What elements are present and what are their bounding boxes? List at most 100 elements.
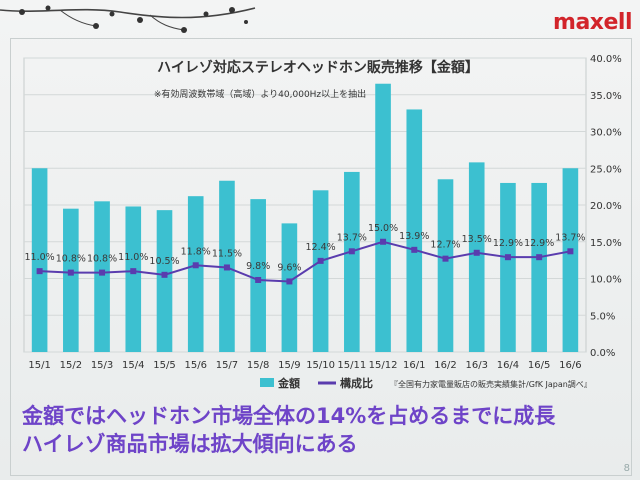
line-data-label: 12.4% xyxy=(306,242,336,253)
maxell-logo: maxell xyxy=(553,10,632,35)
bar xyxy=(63,208,79,352)
line-data-label: 13.9% xyxy=(399,231,429,242)
x-tick-label: 15/7 xyxy=(216,360,238,371)
line-data-label: 12.7% xyxy=(430,240,460,251)
x-tick-label: 15/11 xyxy=(337,360,366,371)
line-data-label: 10.8% xyxy=(87,254,117,265)
y2-tick-label: 30.0% xyxy=(590,128,622,139)
x-tick-label: 15/10 xyxy=(306,360,335,371)
line-point xyxy=(223,264,230,271)
line-point xyxy=(67,269,74,276)
x-tick-label: 15/3 xyxy=(91,360,113,371)
bar xyxy=(250,199,266,352)
x-tick-label: 16/2 xyxy=(434,360,456,371)
line-data-label: 11.8% xyxy=(181,246,211,257)
x-tick-label: 16/6 xyxy=(559,360,581,371)
line-data-label: 9.8% xyxy=(246,261,270,272)
legend-line-label: 構成比 xyxy=(340,376,373,390)
bar xyxy=(312,190,329,352)
bar xyxy=(31,168,48,352)
line-point xyxy=(536,254,543,261)
x-tick-label: 15/5 xyxy=(153,360,175,371)
line-data-label: 11.5% xyxy=(212,248,242,259)
line-point xyxy=(504,254,511,261)
bar xyxy=(531,182,547,352)
x-tick-label: 15/9 xyxy=(278,360,300,371)
legend: 金額 構成比 xyxy=(260,376,373,390)
y2-tick-label: 25.0% xyxy=(590,164,622,175)
caption-line-2: ハイレゾ商品市場は拡大傾向にある xyxy=(22,432,358,456)
line-point xyxy=(317,257,324,264)
bar xyxy=(437,179,454,352)
bar xyxy=(468,162,485,352)
x-tick-label: 15/2 xyxy=(60,360,82,371)
page-number: 8 xyxy=(623,463,630,474)
bar-series xyxy=(31,83,579,352)
y2-tick-label: 40.0% xyxy=(590,54,622,65)
x-tick-label: 15/8 xyxy=(247,360,269,371)
bar xyxy=(500,182,516,352)
legend-bar-label: 金額 xyxy=(277,376,300,390)
y2-tick-label: 35.0% xyxy=(590,91,622,102)
y2-tick-label: 20.0% xyxy=(590,201,622,212)
line-point xyxy=(255,276,262,283)
line-point xyxy=(130,268,137,275)
y2-tick-label: 15.0% xyxy=(590,238,622,249)
x-tick-label: 15/6 xyxy=(184,360,206,371)
source-note: 『全国有力家電量販店の販売実績集計/GfK Japan調べ』 xyxy=(390,379,592,389)
x-tick-label: 15/4 xyxy=(122,360,144,371)
line-point xyxy=(473,249,480,256)
bar xyxy=(94,201,110,352)
line-point xyxy=(36,268,43,275)
line-data-label: 11.0% xyxy=(25,252,55,263)
line-point xyxy=(380,238,387,245)
grid-lines xyxy=(23,57,587,353)
bar xyxy=(125,206,142,352)
line-point xyxy=(442,255,449,262)
x-tick-label: 15/1 xyxy=(28,360,50,371)
chart-title: ハイレゾ対応ステレオヘッドホン販売推移【金額】 xyxy=(157,59,479,76)
line-data-label: 10.5% xyxy=(149,256,179,267)
bar xyxy=(187,196,204,352)
bar xyxy=(562,168,579,352)
line-series xyxy=(36,238,574,285)
x-tick-label: 16/4 xyxy=(497,360,519,371)
legend-bar-swatch xyxy=(260,378,274,387)
y2-tick-label: 5.0% xyxy=(590,311,615,322)
bar xyxy=(344,171,360,352)
line-data-label: 13.7% xyxy=(337,232,367,243)
line-data-label: 13.7% xyxy=(555,232,585,243)
x-tick-label: 16/5 xyxy=(528,360,550,371)
tree-branch-decoration xyxy=(0,5,256,33)
x-tick-label: 16/3 xyxy=(465,360,487,371)
line-data-label: 10.8% xyxy=(56,254,86,265)
chart-subtitle: ※有効周波数帯域（高域）より40,000Hz以上を抽出 xyxy=(154,88,366,100)
line-data-label: 12.9% xyxy=(524,238,554,249)
axes: 0.0% 5.0% 10.0% 15.0% 20.0% 25.0% 30.0% 35.0% 40… xyxy=(28,54,621,371)
line-data-label: 13.5% xyxy=(462,234,492,245)
y2-tick-label: 10.0% xyxy=(590,275,622,286)
bar xyxy=(281,223,298,352)
line-point xyxy=(161,271,168,278)
line-data-label: 12.9% xyxy=(493,238,523,249)
line-data-label: 9.6% xyxy=(277,262,301,273)
line-point xyxy=(286,278,293,285)
bar xyxy=(375,83,391,352)
line-point xyxy=(411,246,418,253)
bar xyxy=(406,109,423,352)
line-point xyxy=(567,248,574,255)
line-point xyxy=(99,269,106,276)
slide-frame xyxy=(10,38,632,476)
caption-line-1: 金額ではヘッドホン市場全体の14%を占めるまでに成長 xyxy=(22,404,556,428)
data-labels: 11.0% 10.8% 10.8% 11.0% 10.5%11.8% 11.5%9.8% 9… xyxy=(25,223,586,274)
x-tick-label: 16/1 xyxy=(403,360,425,371)
y2-tick-label: 0.0% xyxy=(590,348,615,359)
line-path xyxy=(39,240,571,283)
line-point xyxy=(192,262,199,269)
line-data-label: 15.0% xyxy=(368,223,398,234)
x-tick-label: 15/12 xyxy=(369,360,398,371)
line-data-label: 11.0% xyxy=(118,252,148,263)
line-point xyxy=(348,248,355,255)
bar xyxy=(156,210,173,352)
